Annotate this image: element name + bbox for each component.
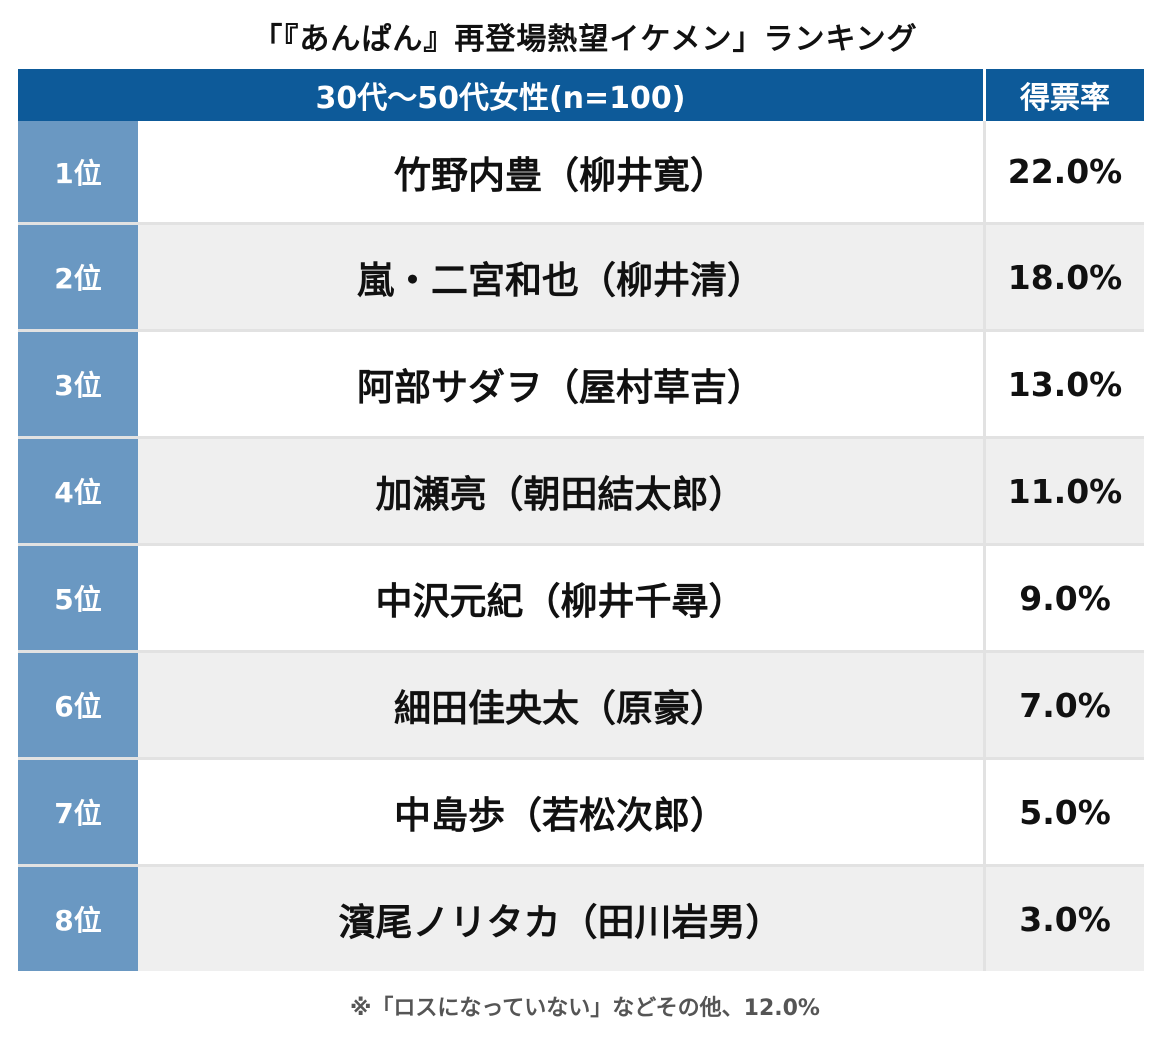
name-cell: 濱尾ノリタカ（田川岩男）	[138, 867, 986, 971]
table-body: 1位 竹野内豊（柳井寛） 22.0% 2位 嵐・二宮和也（柳井清） 18.0% 3位 阿部サダ…	[18, 121, 1144, 971]
rate-cell: 18.0%	[986, 225, 1144, 329]
rank-cell: 4位	[18, 439, 138, 543]
rank-cell: 6位	[18, 653, 138, 757]
table-row: 1位 竹野内豊（柳井寛） 22.0%	[18, 121, 1144, 222]
rate-cell: 13.0%	[986, 332, 1144, 436]
rank-cell: 5位	[18, 546, 138, 650]
rank-cell: 8位	[18, 867, 138, 971]
rate-cell: 5.0%	[986, 760, 1144, 864]
name-cell: 嵐・二宮和也（柳井清）	[138, 225, 986, 329]
rate-cell: 7.0%	[986, 653, 1144, 757]
table-header: 30代〜50代女性(n=100) 得票率	[18, 69, 1144, 121]
segment-header: 30代〜50代女性(n=100)	[18, 69, 986, 121]
rate-cell: 11.0%	[986, 439, 1144, 543]
name-cell: 阿部サダヲ（屋村草吉）	[138, 332, 986, 436]
rank-cell: 3位	[18, 332, 138, 436]
footnote: ※「ロスになっていない」などその他、12.0%	[350, 996, 820, 1021]
table-row: 2位 嵐・二宮和也（柳井清） 18.0%	[18, 222, 1144, 329]
table-row: 8位 濱尾ノリタカ（田川岩男） 3.0%	[18, 864, 1144, 971]
table-row: 7位 中島歩（若松次郎） 5.0%	[18, 757, 1144, 864]
table-row: 3位 阿部サダヲ（屋村草吉） 13.0%	[18, 329, 1144, 436]
name-cell: 竹野内豊（柳井寛）	[138, 121, 986, 222]
rate-header: 得票率	[1020, 81, 1110, 116]
name-cell: 細田佳央太（原豪）	[138, 653, 986, 757]
table-row: 5位 中沢元紀（柳井千尋） 9.0%	[18, 543, 1144, 650]
name-cell: 中沢元紀（柳井千尋）	[138, 546, 986, 650]
rank-cell: 7位	[18, 760, 138, 864]
table-row: 4位 加瀬亮（朝田結太郎） 11.0%	[18, 436, 1144, 543]
chart-title: 「『あんぱん』再登場熱望イケメン」ランキング	[252, 22, 918, 57]
ranking-table: 30代〜50代女性(n=100) 得票率 1位 竹野内豊（柳井寛） 22.0% 2位嵐…	[18, 69, 1144, 971]
table-row: 6位 細田佳央太（原豪） 7.0%	[18, 650, 1144, 757]
rate-cell: 9.0%	[986, 546, 1144, 650]
rank-cell: 1位	[18, 121, 138, 222]
rate-cell: 22.0%	[986, 121, 1144, 222]
name-cell: 加瀬亮（朝田結太郎）	[138, 439, 986, 543]
rate-cell: 3.0%	[986, 867, 1144, 971]
name-cell: 中島歩（若松次郎）	[138, 760, 986, 864]
rank-cell: 2位	[18, 225, 138, 329]
